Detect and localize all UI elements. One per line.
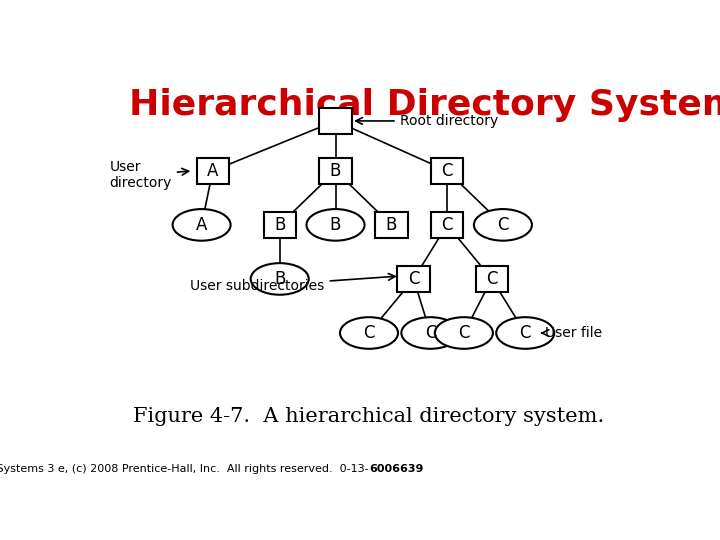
FancyBboxPatch shape bbox=[431, 158, 463, 184]
Ellipse shape bbox=[474, 209, 532, 241]
Text: User file: User file bbox=[541, 326, 602, 340]
Text: A: A bbox=[196, 216, 207, 234]
Ellipse shape bbox=[340, 317, 398, 349]
Text: C: C bbox=[408, 270, 419, 288]
Text: User
directory: User directory bbox=[109, 160, 189, 190]
Text: Hierarchical Directory Systems (2): Hierarchical Directory Systems (2) bbox=[129, 87, 720, 122]
FancyBboxPatch shape bbox=[320, 108, 351, 134]
Text: User subdirectories: User subdirectories bbox=[190, 273, 395, 293]
Ellipse shape bbox=[173, 209, 230, 241]
Text: C: C bbox=[520, 324, 531, 342]
FancyBboxPatch shape bbox=[264, 212, 296, 238]
Text: Figure 4-7.  A hierarchical directory system.: Figure 4-7. A hierarchical directory sys… bbox=[133, 407, 605, 426]
Text: A: A bbox=[207, 162, 218, 180]
FancyBboxPatch shape bbox=[320, 158, 351, 184]
Text: C: C bbox=[458, 324, 469, 342]
Text: B: B bbox=[274, 216, 285, 234]
Ellipse shape bbox=[435, 317, 493, 349]
Text: 6006639: 6006639 bbox=[369, 464, 423, 474]
Text: Tanenbaum, Modern Operating Systems 3 e, (c) 2008 Prentice-Hall, Inc.  All right: Tanenbaum, Modern Operating Systems 3 e,… bbox=[0, 464, 369, 474]
Text: C: C bbox=[498, 216, 508, 234]
Ellipse shape bbox=[251, 263, 309, 295]
Text: C: C bbox=[441, 216, 453, 234]
Text: Root directory: Root directory bbox=[356, 114, 498, 128]
Text: B: B bbox=[330, 162, 341, 180]
FancyBboxPatch shape bbox=[375, 212, 408, 238]
Ellipse shape bbox=[307, 209, 364, 241]
Text: C: C bbox=[425, 324, 436, 342]
Ellipse shape bbox=[496, 317, 554, 349]
FancyBboxPatch shape bbox=[431, 212, 463, 238]
Text: C: C bbox=[364, 324, 374, 342]
Text: B: B bbox=[274, 270, 285, 288]
Text: C: C bbox=[486, 270, 498, 288]
Ellipse shape bbox=[401, 317, 459, 349]
FancyBboxPatch shape bbox=[397, 266, 430, 292]
Text: C: C bbox=[441, 162, 453, 180]
FancyBboxPatch shape bbox=[197, 158, 229, 184]
Text: B: B bbox=[386, 216, 397, 234]
FancyBboxPatch shape bbox=[476, 266, 508, 292]
Text: B: B bbox=[330, 216, 341, 234]
